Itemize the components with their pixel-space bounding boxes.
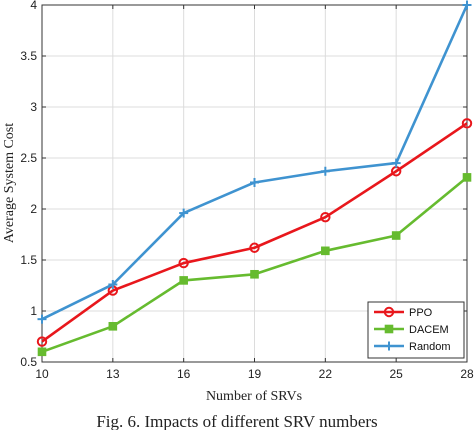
- y-tick-label: 2: [30, 202, 37, 216]
- x-tick-label: 25: [389, 367, 403, 381]
- y-tick-label: 3.5: [20, 49, 37, 63]
- legend-item-ppo: PPO: [374, 306, 433, 319]
- data-point-dacem: [108, 322, 118, 331]
- legend-label-ppo: PPO: [409, 307, 433, 319]
- x-axis-title: Number of SRVs: [206, 389, 302, 404]
- legend-item-dacem: DACEM: [374, 324, 449, 336]
- data-point-dacem: [179, 276, 188, 285]
- data-point-dacem: [37, 347, 47, 357]
- legend-label-random: Random: [409, 341, 451, 353]
- data-point-ppo: [320, 211, 331, 223]
- y-tick-label: 2.5: [20, 151, 37, 165]
- data-point-random: [37, 314, 47, 324]
- axis-ticks: [41, 4, 468, 363]
- data-point-dacem: [462, 173, 472, 182]
- data-point-dacem: [250, 269, 259, 279]
- data-point-random: [250, 177, 259, 187]
- x-tick-label: 22: [319, 367, 333, 381]
- data-point-random: [462, 0, 472, 10]
- data-point-random: [179, 208, 189, 218]
- x-tick-labels: 10 13 16 19 22 25 28: [35, 367, 474, 381]
- data-point-dacem: [391, 231, 401, 240]
- x-tick-label: 28: [460, 367, 474, 381]
- y-tick-label: 4: [30, 0, 37, 12]
- legend-items: PPO DACEM Random: [374, 306, 451, 353]
- legend: PPO DACEM Random: [367, 301, 465, 359]
- data-point-dacem: [321, 246, 330, 256]
- y-tick-label: 3: [30, 100, 37, 114]
- figure-caption: Fig. 6. Impacts of different SRV numbers: [96, 412, 377, 430]
- series-line-ppo: [41, 122, 468, 343]
- legend-marker-ppo: [383, 306, 395, 318]
- x-tick-label: 19: [248, 367, 262, 381]
- grid-lines: [41, 4, 468, 363]
- data-point-ppo: [249, 242, 260, 253]
- y-tick-labels: 0.5 1 1.5 2 2.5 3 3.5 4: [20, 0, 37, 369]
- data-point-random: [108, 279, 118, 289]
- y-axis-title: Average System Cost: [2, 123, 17, 243]
- x-tick-label: 10: [35, 367, 49, 381]
- legend-label-dacem: DACEM: [409, 324, 449, 336]
- data-point-random: [391, 158, 401, 168]
- data-point-ppo: [36, 336, 48, 347]
- series-layer: [36, 0, 473, 357]
- legend-marker-random: [384, 341, 394, 351]
- y-tick-label: 1.5: [20, 253, 37, 267]
- x-tick-label: 16: [177, 367, 191, 381]
- data-point-random: [320, 166, 330, 176]
- y-tick-label: 1: [30, 304, 37, 318]
- data-point-ppo: [178, 257, 189, 269]
- legend-item-random: Random: [374, 341, 451, 353]
- y-tick-label: 0.5: [20, 355, 37, 369]
- x-tick-label: 13: [106, 367, 120, 381]
- data-point-ppo: [461, 118, 473, 129]
- series-dacem: [37, 173, 472, 357]
- legend-marker-dacem: [384, 324, 394, 334]
- series-random: [37, 0, 472, 324]
